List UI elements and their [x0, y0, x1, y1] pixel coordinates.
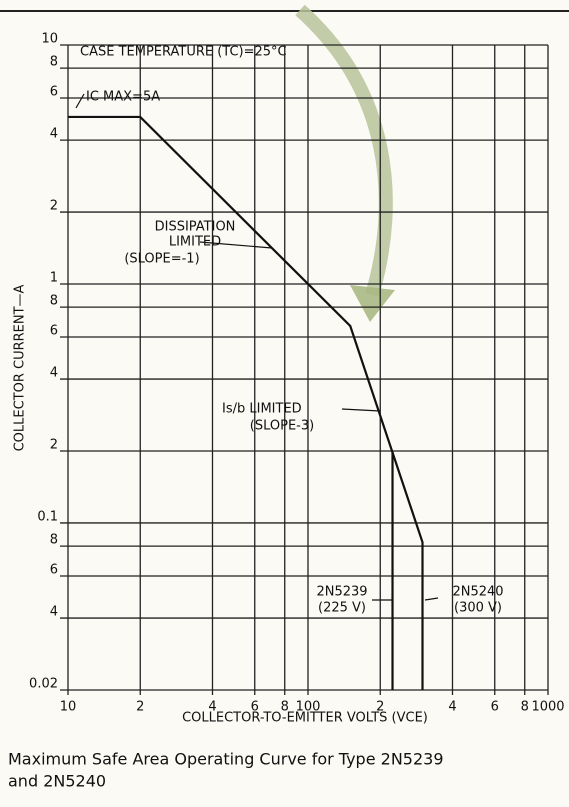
annotation: 2N5239 — [316, 585, 367, 600]
annotation-arrow — [341, 408, 381, 412]
y-tick-label: 8 — [50, 533, 58, 548]
y-tick-label: 6 — [50, 85, 58, 100]
y-tick-label: 4 — [50, 366, 58, 381]
annotation: LIMITED — [169, 235, 221, 250]
y-tick-label: 8 — [50, 55, 58, 70]
y-tick-label: 4 — [50, 605, 58, 620]
x-tick-label: 4 — [448, 700, 456, 715]
annotation-arrow — [75, 93, 85, 109]
caption-line: and 2N5240 — [8, 772, 106, 791]
annotation: Is/b LIMITED — [222, 402, 302, 417]
x-axis-label: COLLECTOR-TO-EMITTER VOLTS (VCE) — [182, 711, 428, 726]
chart-title: CASE TEMPERATURE (TC)=25°C — [80, 45, 287, 60]
curve — [68, 115, 424, 690]
y-tick-label: 2 — [50, 438, 58, 453]
decorative-arrow — [295, 4, 393, 297]
y-tick-label: 0.02 — [29, 677, 58, 692]
x-tick-label: 4 — [208, 700, 216, 715]
x-tick-label: 10 — [60, 700, 77, 715]
x-tick-label: 8 — [281, 700, 289, 715]
annotation: (SLOPE-3) — [250, 419, 314, 434]
y-tick-label: 10 — [41, 32, 58, 47]
x-tick-label: 8 — [521, 700, 529, 715]
x-tick-label: 6 — [491, 700, 499, 715]
annotation: (225 V) — [318, 601, 366, 616]
y-tick-label: 4 — [50, 127, 58, 142]
x-tick-label: 2 — [136, 700, 144, 715]
annotation: DISSIPATION — [155, 220, 236, 235]
y-tick-label: 1 — [50, 270, 58, 285]
y-tick-label: 6 — [50, 323, 58, 338]
x-tick-label: 2 — [376, 700, 384, 715]
annotation: (SLOPE=-1) — [124, 252, 199, 267]
y-tick-label: 0.1 — [37, 509, 58, 524]
x-tick-label: 1000 — [531, 700, 564, 715]
annotation-arrow — [424, 597, 439, 601]
y-tick-label: 6 — [50, 562, 58, 577]
annotation: (300 V) — [454, 601, 502, 616]
caption-line: Maximum Safe Area Operating Curve for Ty… — [8, 750, 444, 769]
y-tick-label: 2 — [50, 199, 58, 214]
x-tick-label: 6 — [251, 700, 259, 715]
annotation: IC MAX=5A — [86, 90, 160, 105]
annotation-arrow — [199, 241, 273, 249]
x-tick-label: 100 — [296, 700, 321, 715]
y-tick-label: 8 — [50, 294, 58, 309]
decorative-arrowhead — [350, 285, 395, 322]
y-axis-label: COLLECTOR CURRENT—A — [13, 284, 28, 451]
annotation: 2N5240 — [452, 585, 503, 600]
